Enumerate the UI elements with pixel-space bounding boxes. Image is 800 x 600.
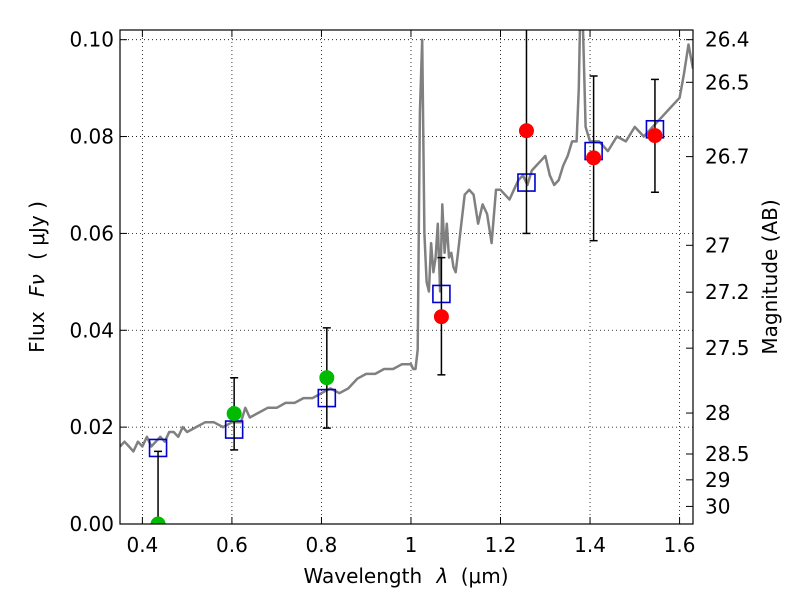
upper-limit-point: [226, 406, 242, 422]
observed-point: [647, 128, 663, 144]
y-ticks: 0.00 0.02 0.04 0.06 0.08 0.10: [69, 28, 127, 536]
observed-point: [518, 123, 534, 139]
observed-point: [586, 150, 602, 166]
x-tick-label: 1.6: [664, 533, 696, 557]
spectrum-line: [120, 30, 693, 453]
y2-tick-label: 28: [705, 401, 730, 425]
x-ticks: 0.4 0.6 0.8 1 1.2 1.4 1.6: [126, 30, 695, 557]
y-axis-unit: ( μJy ): [25, 201, 49, 260]
plot-frame: [119, 29, 694, 525]
y-axis-label: Flux: [25, 311, 49, 353]
y2-tick-label: 27.2: [705, 280, 750, 304]
x-tick-label: 0.4: [126, 533, 158, 557]
grid: [120, 30, 693, 525]
y-tick-label: 0.10: [69, 28, 114, 52]
x-tick-label: 0.8: [306, 533, 338, 557]
y2-tick-label: 26.4: [705, 28, 750, 52]
x-axis-title: Wavelength λ (μm): [303, 564, 508, 588]
y-tick-label: 0.06: [69, 221, 114, 245]
x-tick-label: 1: [405, 533, 418, 557]
y2-tick-label: 28.5: [705, 442, 750, 466]
y2-tick-label: 26.7: [705, 145, 750, 169]
x-tick-label: 1.2: [485, 533, 517, 557]
y2-tick-label: 29: [705, 468, 730, 492]
x-axis-symbol: λ: [436, 564, 449, 588]
upper-limit-point: [319, 370, 335, 386]
x-tick-label: 0.6: [216, 533, 248, 557]
x-axis-label: Wavelength: [303, 564, 422, 588]
y2-tick-label: 30: [705, 494, 730, 518]
y2-tick-label: 27.5: [705, 336, 750, 360]
y2-axis-title: Magnitude (AB): [758, 199, 782, 354]
plot-content: [120, 30, 693, 524]
y2-tick-label: 27: [705, 233, 730, 257]
y-tick-label: 0.04: [69, 318, 114, 342]
observed-point: [433, 309, 449, 325]
y2-tick-label: 26.5: [705, 70, 750, 94]
y-axis-title: Flux Fν ( μJy ): [25, 201, 49, 353]
y-tick-label: 0.08: [69, 125, 114, 149]
y-tick-label: 0.02: [69, 415, 114, 439]
upper-limit-point: [150, 516, 166, 524]
y-axis-symbol: Fν: [25, 274, 49, 297]
y-tick-label: 0.00: [69, 512, 114, 536]
x-tick-label: 1.4: [574, 533, 606, 557]
x-axis-unit: (μm): [461, 564, 509, 588]
